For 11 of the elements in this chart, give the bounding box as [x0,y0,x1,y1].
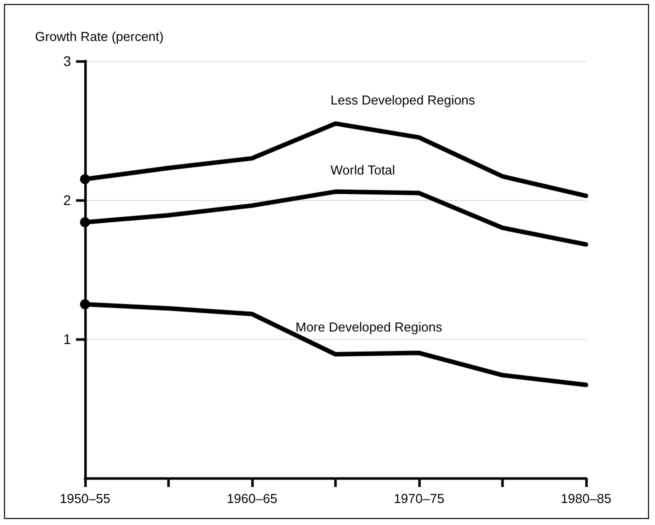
x-tick-label: 1950–55 [60,491,110,506]
y-axis-title: Growth Rate (percent) [35,29,164,44]
x-tick-label: 1970–75 [394,491,444,506]
x-tick-label: 1980–85 [560,491,612,506]
series-label: More Developed Regions [296,319,443,334]
y-tick-label: 1 [63,331,72,347]
series-label: Less Developed Regions [330,92,476,108]
y-tick-label: 3 [63,53,72,69]
x-tick-label: 1960–65 [226,491,278,506]
series-label: World Total [330,162,396,178]
y-tick-label: 2 [63,192,72,208]
